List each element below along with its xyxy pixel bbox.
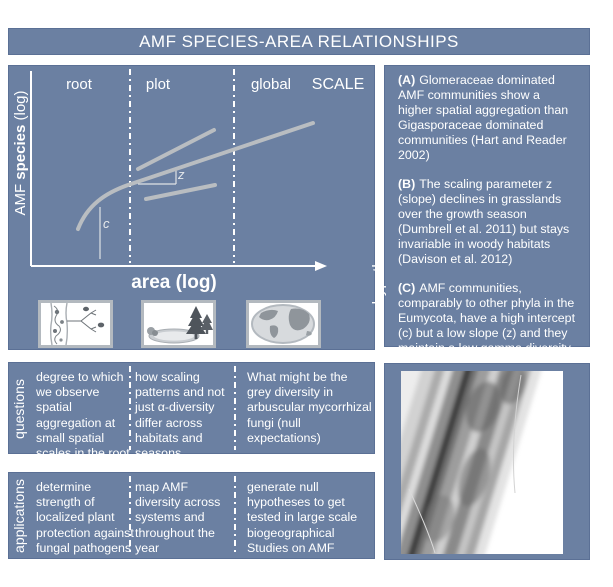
slope-symbol-label: z (178, 167, 185, 182)
root-sketch-icon (41, 302, 110, 346)
globe-sketch-icon (249, 303, 318, 345)
question-global-scale: What might be the grey diversity in arbu… (247, 370, 372, 445)
application-global-scale: generate null hypotheses to get tested i… (247, 480, 358, 555)
scale-zone-label-plot: plot (145, 76, 171, 93)
plot-scale-image (141, 300, 216, 348)
hypothesis-tag-c: (C) (398, 281, 416, 295)
title-bar: AMF SPECIES-AREA RELATIONSHIPS (8, 28, 590, 55)
hypotheses-panel: hypotheses (A) Glomeraceae dominated AMF … (370, 65, 590, 370)
species-area-chart-panel: root plot global SCALE AMF species (log)… (8, 65, 375, 350)
hypothesis-tag-b: (B) (398, 177, 416, 191)
questions-side-label: questions (11, 379, 27, 439)
y-axis-label-emphasis: species (12, 124, 29, 180)
hypothesis-item-b: (B) The scaling parameter z (slope) decli… (398, 177, 576, 267)
hypotheses-side-label: hypotheses (370, 227, 387, 305)
questions-divider-2 (234, 366, 236, 450)
species-area-plot (30, 69, 327, 271)
amf-colonized-root-micrograph (326, 275, 563, 587)
landscape-sketch-icon (144, 303, 213, 345)
y-axis-label: AMF species (log) (12, 73, 30, 233)
root-scale-image (38, 300, 113, 348)
hypothesis-tag-a: (A) (398, 73, 416, 87)
intercept-symbol-label: c (103, 216, 110, 231)
upper-slope-line (136, 128, 216, 171)
main-species-area-curve (76, 121, 315, 231)
y-axis-label-suffix: (log) (12, 90, 29, 125)
hypothesis-item-c: (C) AMF communities, comparably to other … (398, 281, 576, 371)
application-plot-scale: map AMF diversity across systems and thr… (135, 480, 221, 555)
x-axis-label: area (log) (131, 272, 217, 293)
lower-slope-line (144, 183, 217, 201)
global-scale-image (246, 300, 321, 348)
micrograph-panel (326, 275, 590, 587)
question-root-scale: degree to which we observe spatial aggre… (36, 370, 130, 461)
applications-side-label: applications (11, 479, 27, 553)
application-root-scale: determine strength of localized plant pr… (36, 480, 134, 555)
hypothesis-text-b: The scaling parameter z (slope) declines… (398, 177, 570, 266)
applications-band: applications determine strength of local… (8, 472, 375, 559)
hypothesis-text-a: Glomeraceae dominated AMF communities sh… (398, 73, 569, 162)
y-axis-label-prefix: AMF (12, 179, 29, 216)
hypothesis-text-c: AMF communities, comparably to other phy… (398, 281, 576, 370)
scale-zone-label-root: root (66, 76, 92, 93)
question-plot-scale: how scaling patterns and not just α-dive… (135, 370, 225, 461)
root-micrograph-image (326, 275, 563, 587)
page-title: AMF SPECIES-AREA RELATIONSHIPS (139, 31, 459, 51)
questions-band: questions degree to which we observe spa… (8, 362, 375, 460)
applications-divider-2 (234, 476, 236, 555)
questions-divider-1 (129, 366, 131, 450)
applications-divider-1 (129, 476, 131, 555)
scale-word-label: SCALE (311, 76, 365, 93)
hypothesis-item-a: (A) Glomeraceae dominated AMF communities… (398, 73, 576, 163)
x-axis-arrowhead (315, 261, 327, 271)
scale-zone-label-global: global (250, 76, 292, 93)
